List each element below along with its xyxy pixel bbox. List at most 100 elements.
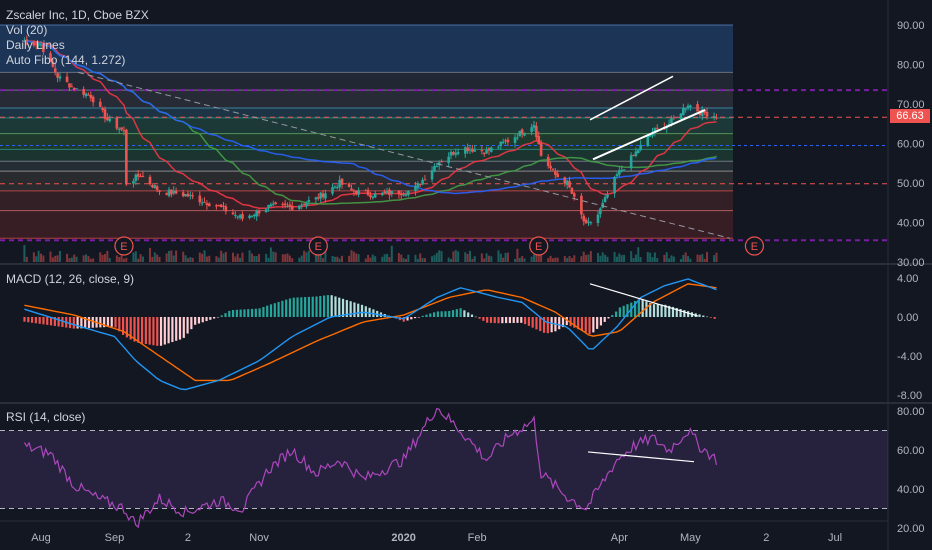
volume-bar	[573, 255, 576, 262]
indicator-vol[interactable]: Vol (20)	[6, 23, 48, 37]
volume-bar	[82, 255, 85, 262]
candle-body	[198, 195, 202, 203]
candle-body	[122, 130, 126, 132]
macd-histogram-bar	[573, 317, 576, 328]
volume-bar	[236, 253, 239, 262]
macd-histogram-bar	[148, 317, 151, 345]
macd-histogram-bar	[542, 317, 546, 333]
macd-axis-tick: 0.00	[897, 312, 918, 324]
macd-histogram-bar	[455, 309, 458, 317]
volume-bar	[532, 254, 535, 262]
volume-bar	[122, 258, 125, 262]
volume-bar	[452, 251, 455, 262]
time-axis-tick: May	[680, 532, 701, 544]
macd-histogram-bar	[675, 307, 678, 317]
volume-bar	[400, 254, 403, 262]
candle-body	[440, 161, 443, 163]
macd-histogram-bar	[546, 317, 549, 334]
macd-histogram-bar	[558, 317, 561, 330]
volume-bar	[480, 253, 483, 262]
macd-histogram-bar	[216, 317, 220, 318]
candle-body	[504, 140, 507, 142]
volume-bar	[599, 255, 602, 262]
macd-histogram-bar	[23, 317, 26, 322]
volume-bar	[298, 257, 301, 262]
candle-body	[174, 190, 178, 194]
candle-body	[248, 215, 251, 219]
volume-bar	[402, 258, 405, 262]
candle-body	[191, 195, 194, 197]
volume-bar	[125, 257, 128, 262]
macd-histogram-bar	[588, 317, 591, 334]
earnings-marker-label: E	[120, 241, 127, 253]
macd-histogram-bar	[228, 310, 231, 317]
candle-body	[37, 44, 40, 46]
candle-body	[274, 202, 277, 205]
candle-body	[167, 189, 171, 196]
macd-histogram-bar	[569, 317, 572, 327]
indicator-daily-lines[interactable]: Daily Lines	[6, 38, 65, 52]
volume-bar	[549, 255, 552, 262]
volume-bar	[637, 247, 640, 262]
volume-bar	[191, 257, 194, 262]
candle-body	[447, 156, 450, 164]
earnings-marker-label: E	[315, 241, 322, 253]
macd-histogram-bar	[163, 317, 166, 345]
candle-body	[58, 76, 62, 79]
macd-histogram-bar	[622, 305, 625, 317]
volume-bar	[670, 255, 673, 262]
macd-histogram-bar	[133, 317, 136, 342]
channel-lower-line	[592, 109, 706, 161]
macd-histogram-bar	[171, 317, 174, 343]
macd-histogram-bar	[311, 296, 314, 317]
time-axis-tick: 2020	[391, 532, 415, 544]
volume-bar	[134, 251, 137, 262]
volume-bar	[357, 254, 360, 262]
rsi-label[interactable]: RSI (14, close)	[6, 410, 86, 424]
macd-histogram-bar	[91, 317, 94, 328]
candle-body	[56, 73, 59, 78]
candle-body	[655, 127, 659, 129]
volume-bar	[596, 252, 599, 262]
volume-bar	[58, 250, 61, 262]
time-axis-tick: 2	[763, 532, 769, 544]
price-axis-tick: 60.00	[897, 139, 925, 151]
macd-histogram-bar	[470, 314, 474, 317]
macd-histogram-bar	[478, 317, 481, 319]
volume-bar	[70, 257, 73, 262]
candle-body	[418, 183, 422, 185]
indicator-auto-fibo[interactable]: Auto Fibo (144, 1.272)	[6, 53, 126, 67]
rsi-axis-tick: 60.00	[897, 445, 925, 457]
candle-body	[565, 180, 569, 186]
candle-body	[482, 152, 486, 155]
volume-bar	[639, 256, 642, 262]
candle-body	[520, 129, 524, 135]
macd-histogram-bar	[156, 317, 159, 346]
volume-bar	[267, 257, 270, 262]
candle-body	[381, 192, 384, 196]
macd-histogram-bar	[633, 301, 637, 317]
candle-body	[307, 199, 311, 202]
earnings-marker-label: E	[535, 241, 542, 253]
volume-bar	[300, 255, 303, 262]
macd-histogram-bar	[520, 317, 523, 323]
macd-histogram-bar	[451, 310, 455, 317]
time-axis-tick: 2	[185, 532, 191, 544]
macd-histogram-bar	[72, 317, 75, 329]
volume-bar	[137, 258, 140, 262]
rsi-axis-tick: 20.00	[897, 523, 925, 535]
macd-histogram-bar	[652, 304, 656, 317]
volume-bar	[352, 251, 355, 262]
candle-body	[352, 190, 356, 192]
candle-body	[335, 187, 339, 189]
candle-body	[506, 139, 510, 143]
volume-bar	[89, 258, 92, 262]
volume-bar	[371, 254, 374, 262]
candle-body	[385, 191, 389, 193]
macd-label[interactable]: MACD (12, 26, close, 9)	[6, 272, 135, 286]
candle-body	[286, 205, 289, 207]
candle-body	[523, 132, 526, 136]
candle-body	[399, 193, 403, 196]
